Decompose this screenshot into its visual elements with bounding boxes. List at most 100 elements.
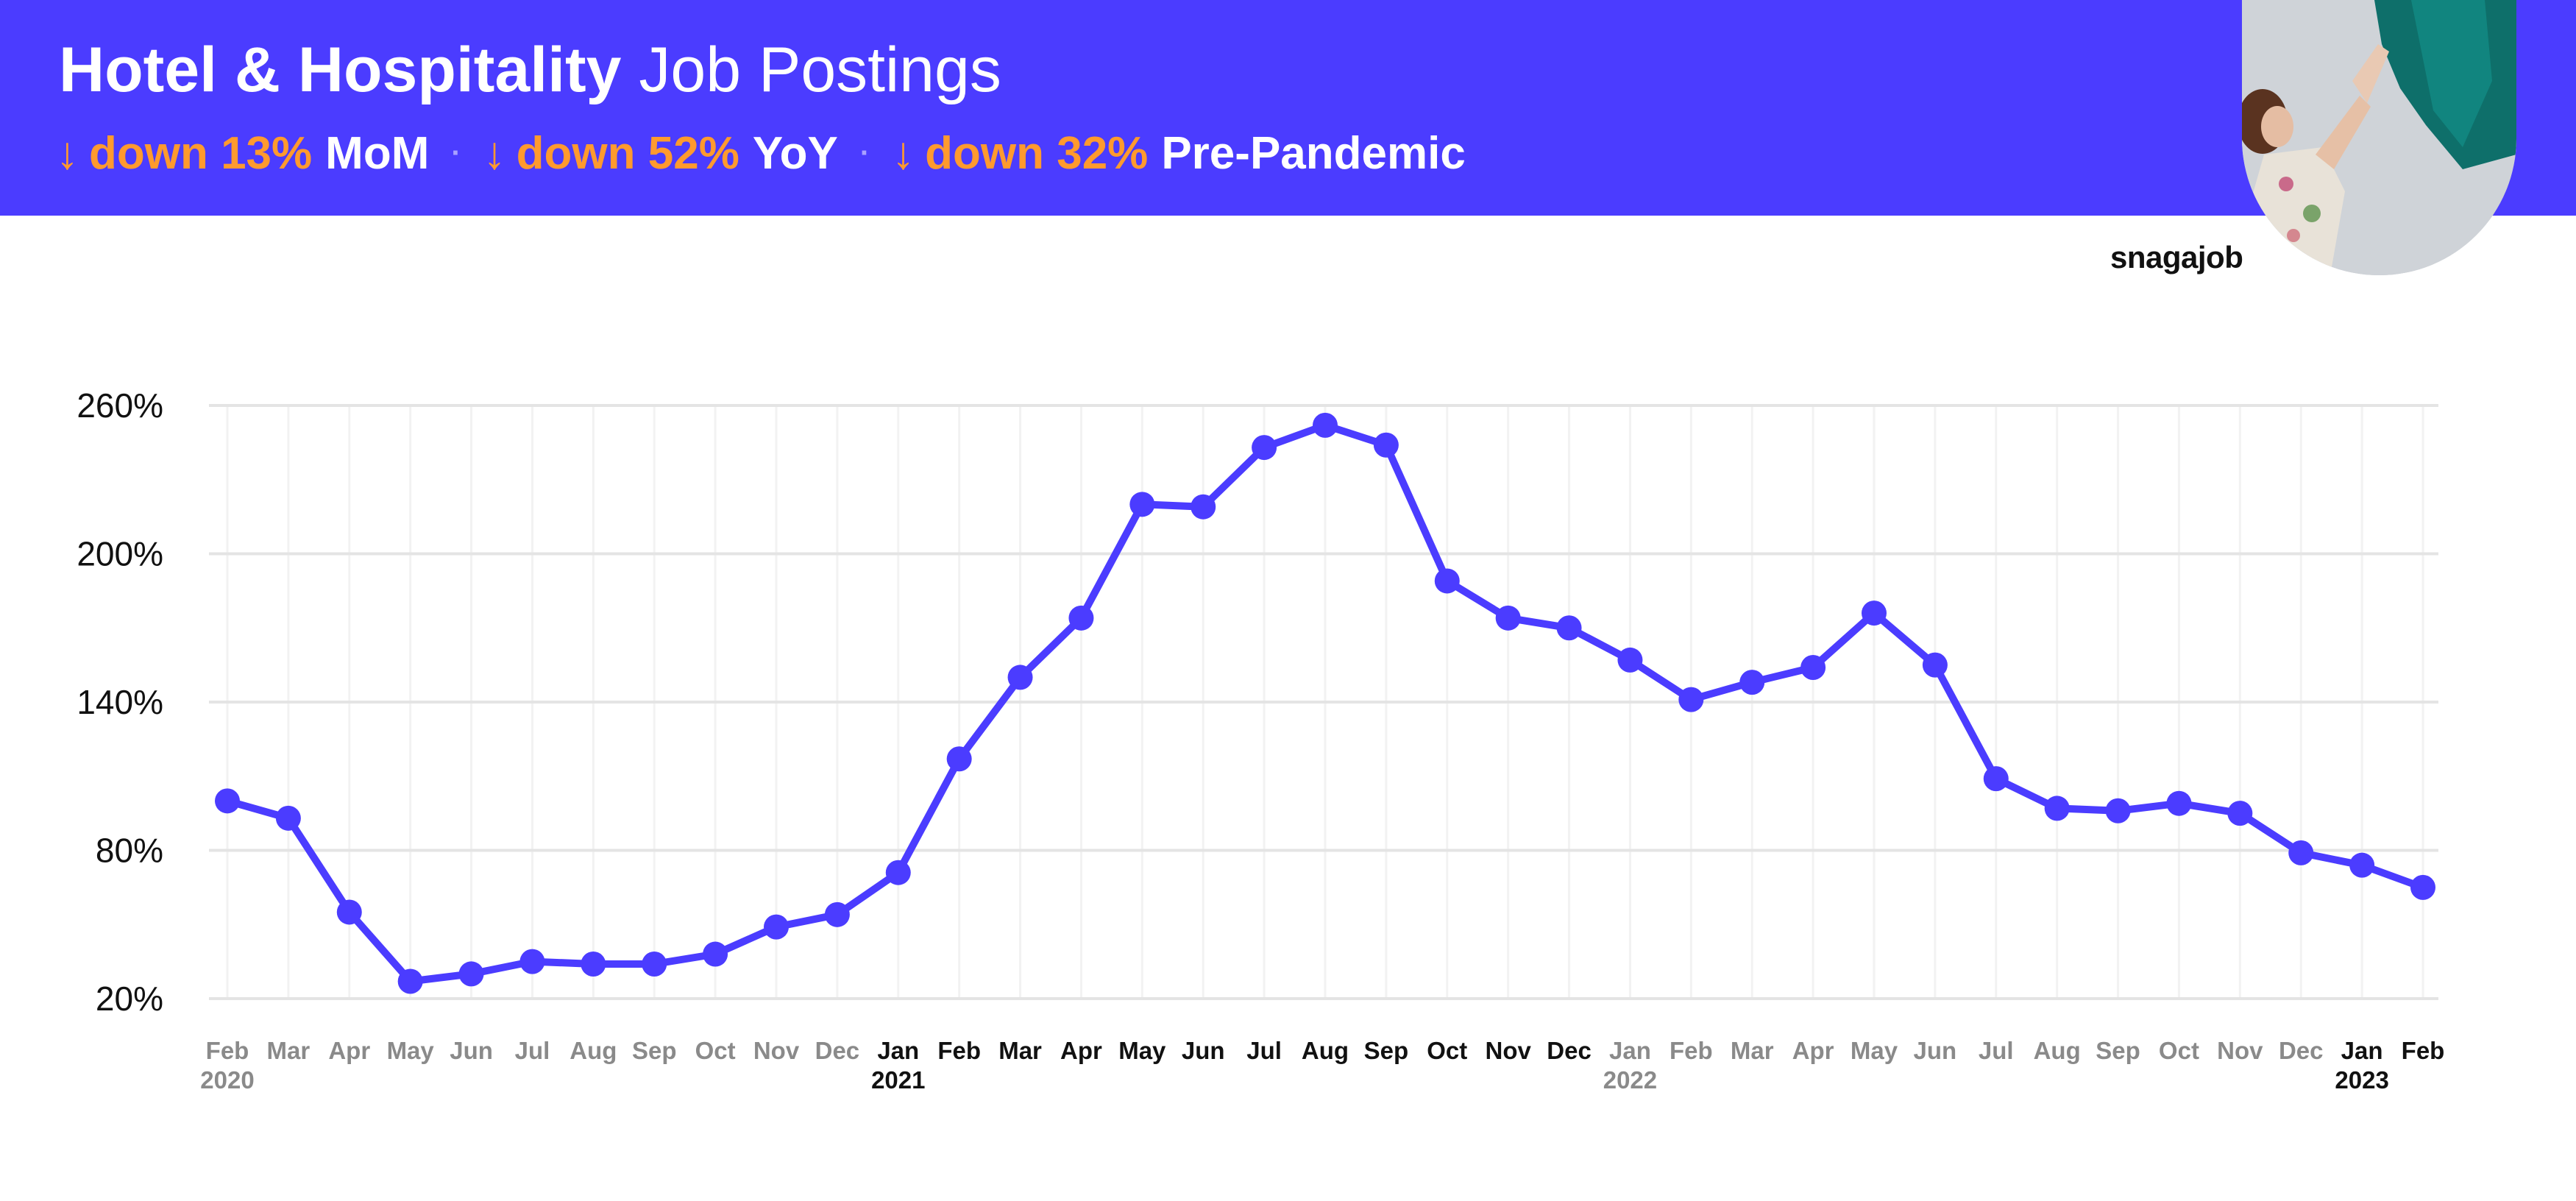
x-tick-label: Sep xyxy=(2096,1037,2140,1064)
stat-label: YoY xyxy=(752,127,838,179)
x-axis-labels: Feb Mar Apr May Jun Jul Aug Sep Oct Nov Dec Jan Feb M… xyxy=(200,1037,2444,1094)
data-point xyxy=(2166,790,2192,816)
data-point xyxy=(2227,801,2253,826)
stats-row: ↓ down 13% MoM · ↓ down 52% YoY · ↓ down… xyxy=(56,116,1466,190)
data-point xyxy=(215,788,240,814)
data-point xyxy=(2105,798,2131,823)
worker-photo-illustration xyxy=(2242,0,2516,275)
data-point xyxy=(1191,494,1216,520)
stat-yoy: ↓ down 52% YoY xyxy=(483,127,838,180)
data-point xyxy=(1617,647,1643,673)
x-tick-label: Sep xyxy=(632,1037,677,1064)
x-tick-label: Jul xyxy=(515,1037,550,1064)
x-tick-label: Oct xyxy=(695,1037,736,1064)
x-tick-label: May xyxy=(387,1037,435,1064)
x-tick-label: Apr xyxy=(1792,1037,1834,1064)
data-point xyxy=(1739,670,1765,695)
data-point xyxy=(1252,435,1277,461)
grid-horizontal xyxy=(209,404,2438,1000)
x-tick-label: Apr xyxy=(1060,1037,1102,1064)
stat-label: Pre-Pandemic xyxy=(1161,127,1466,179)
x-tick-label: Jun xyxy=(1182,1037,1225,1064)
series-group xyxy=(215,412,2435,994)
data-point xyxy=(1068,605,1094,631)
data-point xyxy=(703,941,728,967)
x-tick-label: Jan xyxy=(877,1037,919,1064)
y-tick-label: 140% xyxy=(77,683,163,721)
y-tick-label: 20% xyxy=(96,979,163,1018)
data-point xyxy=(946,746,972,772)
worker-photo xyxy=(2242,0,2516,275)
x-tick-label: Mar xyxy=(267,1037,311,1064)
data-point xyxy=(1373,432,1399,458)
data-point xyxy=(1678,687,1704,712)
down-arrow-icon: ↓ xyxy=(56,127,79,179)
data-point xyxy=(1922,652,1948,678)
x-tick-label: Aug xyxy=(1302,1037,1349,1064)
x-tick-label: Jun xyxy=(450,1037,493,1064)
y-axis-labels: 260% 200% 140% 80% 20% xyxy=(77,386,163,1018)
x-tick-label: Feb xyxy=(206,1037,249,1064)
y-tick-label: 200% xyxy=(77,535,163,573)
x-tick-label: May xyxy=(1118,1037,1166,1064)
x-tick-label: May xyxy=(1851,1037,1898,1064)
stat-value: down 13% xyxy=(89,127,313,179)
data-point xyxy=(824,901,850,927)
separator-dot: · xyxy=(451,136,461,169)
data-point xyxy=(336,899,362,925)
down-arrow-icon: ↓ xyxy=(483,127,506,179)
x-year-label: 2023 xyxy=(2335,1066,2388,1094)
x-tick-label: Oct xyxy=(2159,1037,2199,1064)
stat-prepandemic: ↓ down 32% Pre-Pandemic xyxy=(892,127,1466,180)
x-tick-label: Nov xyxy=(1485,1037,1531,1064)
header-banner: Hotel & Hospitality Job Postings ↓ down … xyxy=(0,0,2576,216)
y-tick-label: 260% xyxy=(77,386,163,425)
x-tick-label: Nov xyxy=(753,1037,800,1064)
data-point xyxy=(764,914,789,940)
data-point xyxy=(2410,874,2435,900)
x-tick-label: Sep xyxy=(1364,1037,1409,1064)
title-bold: Hotel & Hospitality xyxy=(59,35,622,105)
x-tick-label: Feb xyxy=(937,1037,981,1064)
x-tick-label: Dec xyxy=(1547,1037,1592,1064)
stat-value: down 32% xyxy=(925,127,1149,179)
x-tick-label: Aug xyxy=(2034,1037,2081,1064)
x-tick-label: Apr xyxy=(328,1037,370,1064)
x-tick-label: Feb xyxy=(1670,1037,1713,1064)
y-tick-label: 80% xyxy=(96,832,163,870)
data-point xyxy=(1983,766,2009,792)
x-year-label: 2020 xyxy=(200,1066,254,1094)
x-tick-label: Oct xyxy=(1427,1037,1467,1064)
stat-mom: ↓ down 13% MoM xyxy=(56,127,429,180)
x-tick-label: Dec xyxy=(815,1037,860,1064)
x-tick-label: Jul xyxy=(1246,1037,1282,1064)
x-tick-label: Mar xyxy=(1731,1037,1774,1064)
data-point xyxy=(519,949,545,974)
data-point xyxy=(1313,412,1338,438)
x-tick-label: Aug xyxy=(570,1037,617,1064)
data-point xyxy=(642,951,667,977)
data-point xyxy=(1800,654,1826,680)
data-point xyxy=(1862,600,1887,626)
data-point xyxy=(2044,796,2070,821)
x-tick-label: Nov xyxy=(2217,1037,2263,1064)
stat-label: MoM xyxy=(325,127,430,179)
x-year-label: 2022 xyxy=(1603,1066,1657,1094)
data-point xyxy=(885,860,911,885)
data-point xyxy=(2288,840,2314,865)
brand-logo: snagajob xyxy=(2110,240,2243,274)
x-tick-label: Feb xyxy=(2402,1037,2445,1064)
data-point xyxy=(458,961,484,987)
x-tick-label: Jan xyxy=(1609,1037,1651,1064)
data-point xyxy=(2349,852,2375,878)
data-point xyxy=(1007,665,1033,690)
x-tick-label: Mar xyxy=(998,1037,1042,1064)
x-tick-label: Jul xyxy=(1979,1037,2014,1064)
down-arrow-icon: ↓ xyxy=(892,127,915,179)
data-point xyxy=(275,805,301,831)
data-point xyxy=(1129,492,1155,517)
x-year-label: 2021 xyxy=(871,1066,925,1094)
x-tick-label: Jan xyxy=(2341,1037,2383,1064)
data-point xyxy=(1434,568,1460,594)
separator-dot: · xyxy=(859,136,870,169)
